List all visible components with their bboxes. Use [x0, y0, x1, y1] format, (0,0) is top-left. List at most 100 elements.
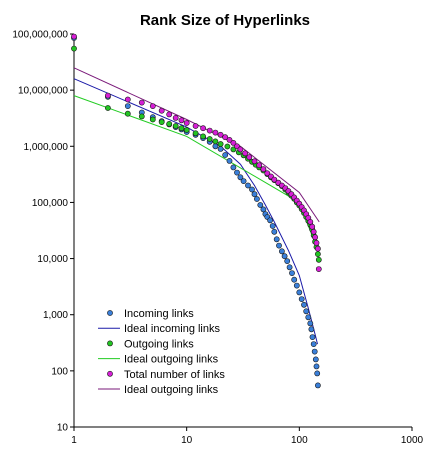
data-point-2: [158, 119, 165, 125]
legend-marker-0: [107, 310, 113, 316]
chart-title: Rank Size of Hyperlinks: [140, 12, 310, 29]
data-point-4: [264, 170, 271, 177]
data-point-4: [149, 103, 156, 109]
data-point-0: [307, 320, 314, 327]
legend-label-1: Ideal incoming links: [124, 323, 220, 335]
data-point-4: [315, 266, 322, 272]
data-point-0: [267, 217, 273, 224]
data-point-0: [249, 186, 255, 193]
x-tick-label: 100: [291, 435, 308, 446]
data-point-0: [314, 382, 321, 389]
legend-label-5: Ideal outgoing links: [124, 384, 219, 396]
data-point-2: [105, 105, 111, 111]
data-point-0: [276, 242, 282, 249]
data-point-2: [200, 133, 206, 140]
data-point-0: [251, 191, 258, 198]
data-point-2: [315, 256, 322, 263]
data-point-4: [172, 115, 179, 121]
legend-label-3: Ideal outgoing links: [124, 354, 219, 366]
x-tick-label: 1: [71, 435, 77, 446]
data-point-0: [253, 196, 260, 202]
data-point-2: [183, 127, 190, 133]
data-point-2: [230, 146, 237, 153]
data-point-4: [226, 136, 233, 143]
y-tick-label: 100,000: [32, 198, 69, 209]
data-point-4: [206, 127, 213, 134]
data-point-0: [260, 206, 267, 213]
data-point-0: [257, 202, 264, 208]
data-point-0: [234, 169, 240, 176]
data-point-2: [224, 143, 231, 150]
y-tick-label: 1,000: [43, 310, 68, 321]
data-point-2: [314, 251, 321, 257]
data-point-4: [309, 223, 316, 230]
data-point-2: [124, 110, 131, 117]
data-point-0: [278, 248, 285, 255]
data-point-4: [314, 245, 321, 252]
y-tick-label: 10: [57, 423, 69, 434]
data-point-4: [307, 218, 314, 225]
data-point-0: [240, 178, 247, 184]
data-point-0: [314, 370, 321, 377]
data-point-2: [166, 121, 173, 127]
data-point-0: [312, 356, 319, 363]
data-point-0: [286, 264, 293, 271]
data-point-0: [212, 143, 219, 150]
data-point-0: [230, 164, 237, 171]
data-point-4: [105, 92, 111, 99]
data-point-0: [291, 276, 298, 283]
data-point-4: [158, 107, 165, 114]
data-point-0: [305, 314, 312, 321]
data-point-0: [284, 258, 291, 264]
data-point-2: [149, 116, 156, 123]
data-point-0: [293, 282, 300, 289]
data-point-0: [309, 334, 316, 340]
data-point-4: [222, 134, 229, 141]
data-point-0: [296, 289, 303, 296]
data-point-2: [217, 141, 224, 147]
data-point-2: [71, 45, 77, 52]
legend-marker-4: [107, 370, 113, 377]
data-point-0: [298, 296, 305, 302]
data-point-2: [212, 138, 219, 145]
data-point-2: [172, 123, 179, 129]
data-point-0: [222, 152, 229, 158]
data-point-4: [260, 166, 267, 173]
legend-label-4: Total number of links: [124, 369, 225, 381]
series-line-5: [73, 67, 320, 223]
data-point-4: [178, 117, 185, 124]
x-tick-label: 10: [181, 435, 193, 446]
data-point-4: [230, 139, 237, 146]
data-point-0: [310, 341, 317, 347]
data-point-4: [256, 162, 263, 169]
data-point-0: [124, 103, 131, 109]
data-point-4: [217, 131, 224, 138]
y-tick-label: 10,000: [37, 254, 68, 265]
data-point-0: [269, 223, 276, 229]
data-point-0: [308, 326, 315, 333]
data-point-0: [289, 270, 295, 276]
series-line-1: [73, 78, 318, 345]
data-point-4: [242, 150, 248, 157]
data-point-2: [138, 113, 145, 120]
data-point-0: [271, 228, 278, 235]
y-tick-label: 1,000,000: [24, 142, 69, 153]
legend-marker-2: [107, 340, 113, 347]
data-point-4: [246, 154, 253, 161]
plot-area: 10 100 1,000 10,000 100,000 1,000,000 10,000,0…: [12, 30, 423, 447]
data-point-0: [301, 301, 307, 308]
data-point-4: [192, 123, 199, 129]
x-tick-label: 1000: [401, 435, 424, 446]
data-point-0: [237, 174, 244, 181]
data-point-0: [311, 348, 318, 355]
data-point-0: [281, 253, 288, 260]
data-point-2: [178, 125, 185, 132]
data-point-4: [183, 120, 190, 126]
data-point-2: [192, 130, 199, 137]
data-point-2: [206, 136, 213, 142]
data-point-4: [237, 146, 244, 153]
data-point-0: [217, 145, 224, 152]
y-tick-label: 100,000,000: [12, 30, 68, 41]
data-point-4: [166, 111, 173, 118]
